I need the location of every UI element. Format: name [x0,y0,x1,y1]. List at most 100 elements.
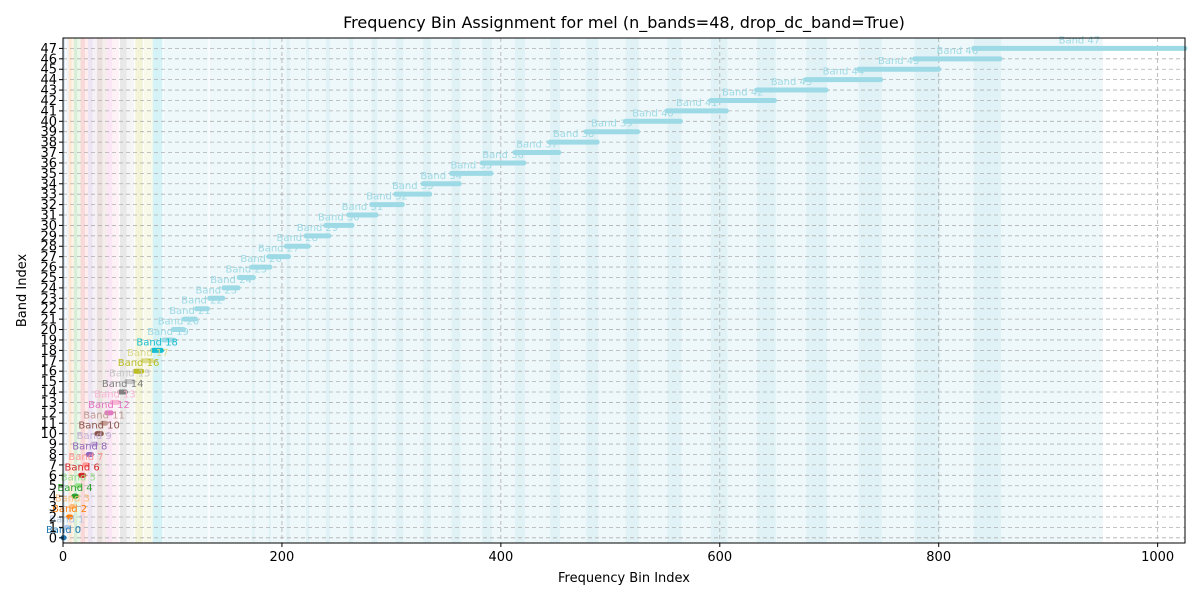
y-tick-label: 30 [40,219,57,234]
band-shade-38 [550,38,599,543]
y-tick-label: 29 [40,229,57,244]
band-label-33: Band 33 [392,181,434,192]
band-shade-13 [112,38,119,543]
band-shade-18 [152,38,163,543]
y-tick-label: 46 [40,52,57,67]
y-tick-label: 6 [49,469,57,484]
band-shade-2 [68,38,72,543]
band-shade-28 [286,38,310,543]
band-shade-5 [77,38,81,543]
band-shade-15 [126,38,135,543]
y-tick-label: 15 [40,375,57,390]
band-shade-19 [163,38,174,543]
band-shade-27 [268,38,290,543]
band-label-17: Band 17 [127,348,169,359]
y-axis-label: Band Index [15,254,30,328]
y-tick-label: 27 [40,250,57,265]
band-label-21: Band 21 [169,306,211,317]
band-label-8: Band 8 [72,441,107,452]
x-tick-label: 1000 [1141,550,1174,565]
band-label-26: Band 26 [240,254,282,265]
band-label-16: Band 16 [118,358,160,369]
band-label-1: Band 1 [49,514,84,525]
band-label-41: Band 41 [676,98,718,109]
band-shading-layer [63,38,1103,543]
y-tick-label: 22 [40,302,57,317]
y-tick-label: 42 [40,94,57,109]
x-tick-label: 600 [707,550,732,565]
band-label-20: Band 20 [158,317,200,328]
band-label-14: Band 14 [102,379,144,390]
y-tick-label: 25 [40,271,57,286]
x-tick-label: 400 [488,550,513,565]
y-tick-label: 41 [40,104,57,119]
y-tick-label: 4 [49,490,57,505]
band-label-43: Band 43 [771,77,813,88]
y-tick-label: 43 [40,84,57,99]
band-shade-16 [135,38,143,543]
band-shade-24 [223,38,240,543]
y-tick-label: 18 [40,344,57,359]
band-label-46: Band 46 [937,46,979,57]
band-shade-0 [63,38,66,543]
y-tick-label: 2 [49,510,57,525]
band-shade-34 [423,38,461,543]
band-label-32: Band 32 [366,192,408,203]
band-shade-37 [515,38,560,543]
band-shade-20 [173,38,185,543]
y-tick-label: 36 [40,156,57,171]
band-shade-22 [196,38,209,543]
band-shade-14 [119,38,127,543]
x-axis-label: Frequency Bin Index [558,571,690,586]
band-label-19: Band 19 [147,327,189,338]
band-label-28: Band 28 [276,233,318,244]
band-label-29: Band 29 [297,223,339,234]
y-tick-label: 14 [40,386,57,401]
band-label-35: Band 35 [451,160,493,171]
band-label-44: Band 44 [823,67,865,78]
y-tick-label: 21 [40,313,57,328]
y-tick-label: 39 [40,125,57,140]
band-label-6: Band 6 [65,462,100,473]
band-label-39: Band 39 [591,119,633,130]
band-shade-36 [482,38,525,543]
y-tick-label: 19 [40,333,57,348]
band-label-31: Band 31 [342,202,384,213]
x-tick-label: 0 [59,550,67,565]
band-label-24: Band 24 [210,275,252,286]
y-tick-label: 35 [40,167,57,182]
y-tick-label: 5 [49,479,57,494]
band-shade-6 [80,38,85,543]
band-label-5: Band 5 [61,473,96,484]
band-label-2: Band 2 [52,504,87,515]
band-label-36: Band 36 [482,150,524,161]
band-label-23: Band 23 [195,285,237,296]
band-shade-42 [711,38,776,543]
band-shade-43 [756,38,828,543]
band-shade-17 [144,38,153,543]
band-shade-35 [451,38,493,543]
band-shade-3 [71,38,74,543]
band-shade-9 [92,38,97,543]
axes-frame [62,37,1186,544]
band-shade-25 [239,38,255,543]
band-shade-30 [325,38,354,543]
y-tick-label: 17 [40,354,57,369]
band-label-13: Band 13 [94,389,136,400]
y-tick-label: 26 [40,261,57,276]
band-shade-32 [371,38,404,543]
band-label-18: Band 18 [136,337,178,348]
band-shade-12 [106,38,113,543]
y-tick-label: 20 [40,323,57,338]
band-label-30: Band 30 [318,212,360,223]
band-shade-45 [858,38,940,543]
band-shade-31 [348,38,378,543]
y-tick-label: 44 [40,73,57,88]
band-label-12: Band 12 [88,400,130,411]
band-shade-29 [306,38,331,543]
band-label-27: Band 27 [258,244,300,255]
band-label-38: Band 38 [553,129,595,140]
band-label-40: Band 40 [632,108,674,119]
band-shade-8 [88,38,93,543]
